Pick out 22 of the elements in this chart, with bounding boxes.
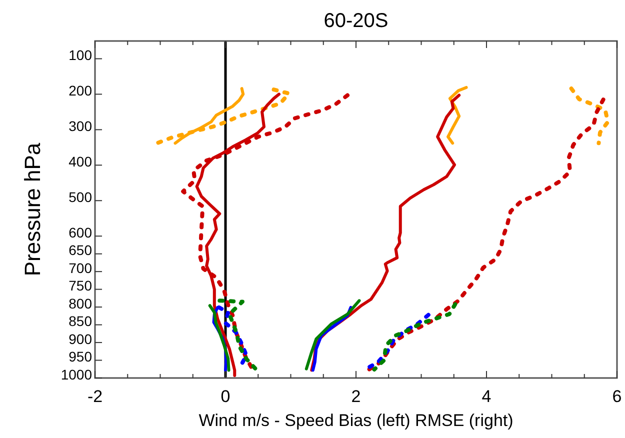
y-tick-label: 300 — [68, 118, 92, 134]
y-tick-label: 900 — [68, 330, 92, 347]
x-tick-label: -2 — [87, 387, 103, 406]
y-tick-label: 1000 — [60, 366, 92, 382]
y-tick-label: 500 — [68, 189, 92, 206]
chart-title: 60-20S — [324, 10, 388, 32]
x-tick-label: 0 — [220, 387, 230, 406]
x-tick-label: 4 — [482, 387, 492, 406]
x-tick-label: 6 — [612, 387, 622, 406]
y-tick-label: 750 — [68, 278, 92, 294]
y-axis-title: Pressure hPa — [20, 142, 45, 276]
x-axis-title: Wind m/s - Speed Bias (left) RMSE (right) — [198, 411, 514, 430]
y-tick-label: 200 — [68, 82, 92, 99]
y-tick-label: 950 — [68, 348, 92, 365]
y-tick-label: 600 — [68, 224, 92, 241]
y-tick-label: 400 — [68, 154, 92, 170]
y-tick-label: 100 — [68, 47, 92, 64]
y-tick-label: 850 — [68, 313, 92, 330]
x-tick-label: 2 — [351, 387, 361, 406]
y-tick-label: 650 — [68, 242, 92, 258]
y-tick-label: 700 — [68, 260, 92, 276]
y-tick-label: 800 — [68, 295, 92, 312]
